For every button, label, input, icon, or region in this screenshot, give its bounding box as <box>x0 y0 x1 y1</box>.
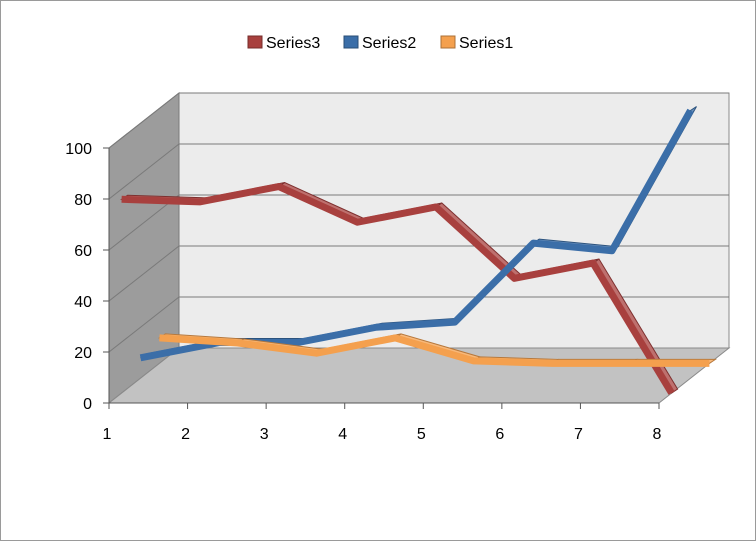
legend-label-Series2: Series2 <box>362 35 416 52</box>
x-tick-label: 2 <box>181 426 190 443</box>
legend-label-Series3: Series3 <box>266 35 320 52</box>
x-tick-label: 3 <box>260 426 269 443</box>
chart-walls <box>109 93 729 403</box>
legend-swatch-Series3 <box>248 36 262 48</box>
x-tick-label: 8 <box>653 426 662 443</box>
floor <box>109 348 729 403</box>
y-tick-label: 0 <box>83 396 92 413</box>
y-tick-label: 100 <box>65 141 92 158</box>
legend-swatch-Series2 <box>344 36 358 48</box>
legend: Series3 Series2 Series1 <box>248 35 513 52</box>
x-tick-label: 7 <box>574 426 583 443</box>
y-tick-label: 40 <box>74 294 92 311</box>
x-tick-label: 5 <box>417 426 426 443</box>
y-tick-label: 60 <box>74 243 92 260</box>
y-tick-label: 80 <box>74 192 92 209</box>
x-tick-label: 6 <box>495 426 504 443</box>
legend-label-Series1: Series1 <box>459 35 513 52</box>
y-tick-label: 20 <box>74 345 92 362</box>
legend-swatch-Series1 <box>441 36 455 48</box>
x-tick-label: 4 <box>338 426 347 443</box>
x-tick-label: 1 <box>103 426 112 443</box>
